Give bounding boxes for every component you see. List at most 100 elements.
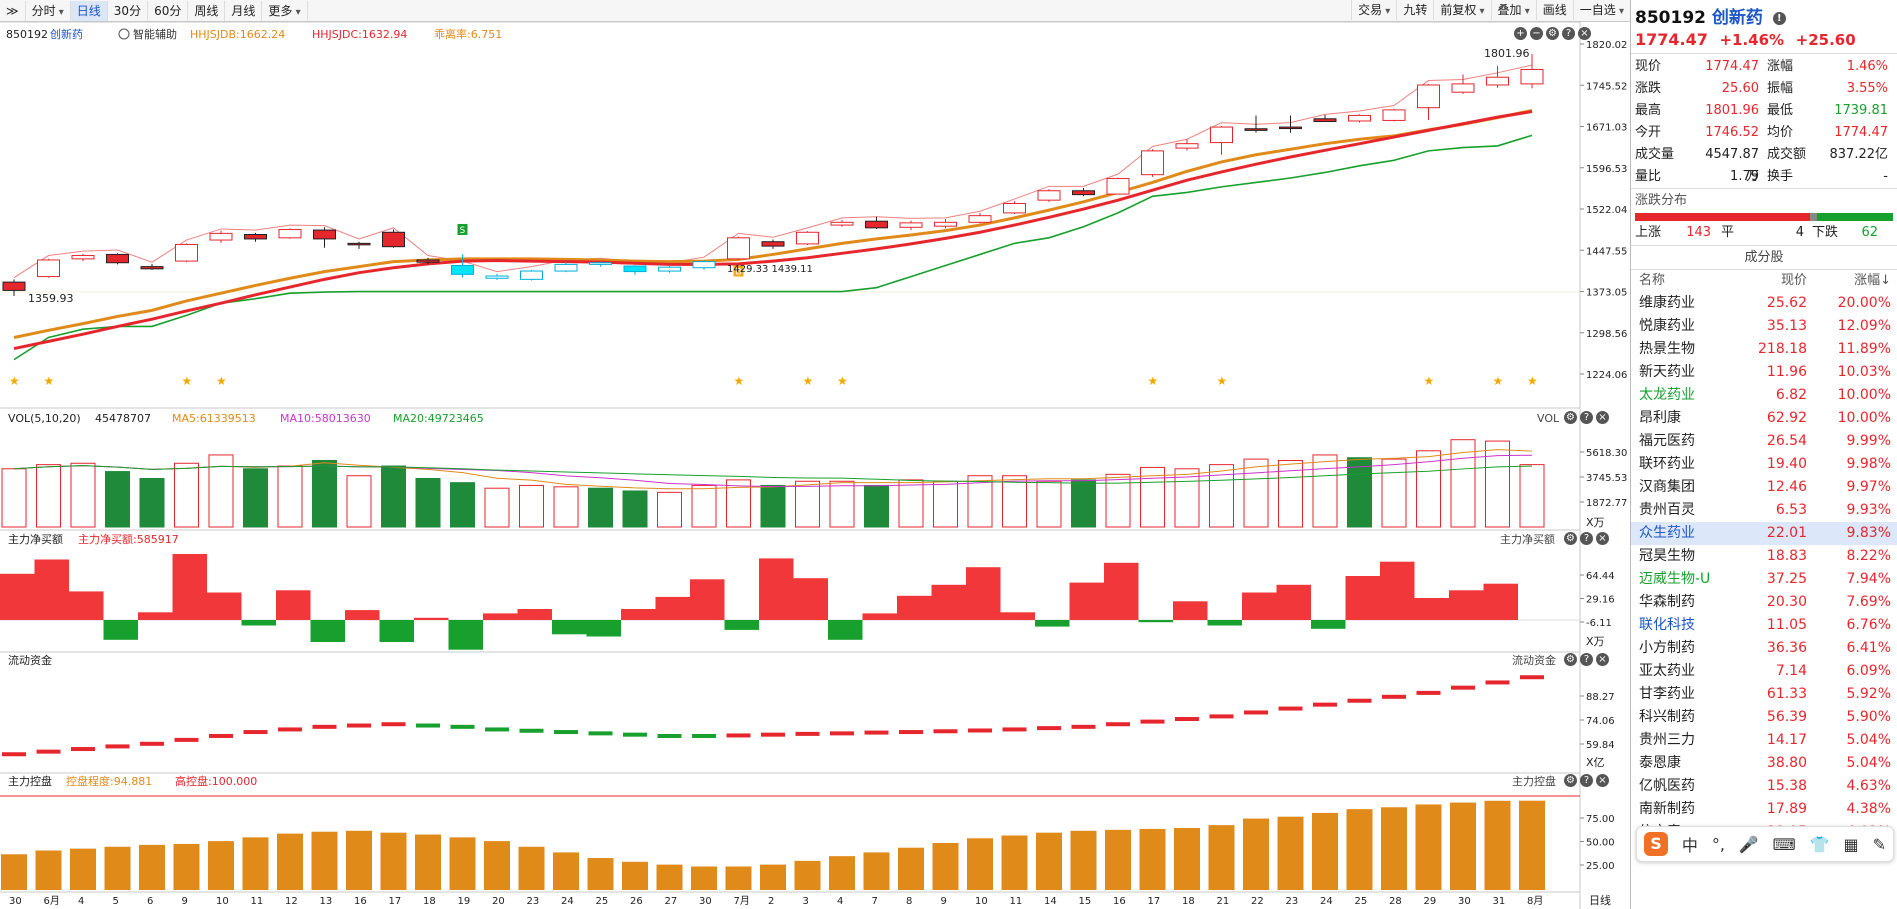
jiuzhuan-button[interactable]: 九转: [1396, 0, 1433, 20]
stock-name: 小方制药: [1639, 640, 1695, 656]
flow-bar: [1449, 590, 1484, 620]
ctrl-bar: [898, 847, 924, 890]
vol-settings-icon[interactable]: ⚙: [1564, 411, 1577, 424]
candle: [140, 263, 164, 270]
sort-icon[interactable]: ↓: [1880, 273, 1891, 288]
candle-body: [278, 229, 302, 239]
stock-row[interactable]: 热景生物 218.18 11.89%: [1631, 338, 1897, 361]
ime-chinese-toggle[interactable]: 中: [1681, 836, 1698, 855]
ime-skin-icon[interactable]: 👕: [1809, 834, 1830, 854]
stock-row[interactable]: 悦康药业 35.13 12.09%: [1631, 315, 1897, 338]
vol-close-icon[interactable]: ×: [1596, 411, 1609, 424]
ime-toolbox-icon[interactable]: ▦: [1843, 834, 1859, 854]
stock-row[interactable]: 泰恩康 38.80 5.04%: [1631, 752, 1897, 775]
high-label: 1801.96: [1484, 47, 1530, 60]
y-tick-label: 59.84: [1586, 740, 1615, 751]
stock-row[interactable]: 众生药业 22.01 9.83%: [1631, 522, 1897, 545]
stock-row[interactable]: 联化科技 11.05 6.76%: [1631, 614, 1897, 637]
overlay-button[interactable]: 叠加: [1490, 0, 1536, 20]
volume-bar: [1105, 473, 1131, 528]
stock-row[interactable]: 亚太药业 7.14 6.09%: [1631, 660, 1897, 683]
stock-row[interactable]: 昂利康 62.92 10.00%: [1631, 407, 1897, 430]
settings-icon[interactable]: ⚙: [1546, 27, 1559, 40]
ctrl-settings-icon[interactable]: ⚙: [1564, 774, 1577, 787]
zoom-in-icon[interactable]: +: [1514, 27, 1527, 40]
close-icon[interactable]: ×: [1578, 27, 1591, 40]
ctrl-close-icon[interactable]: ×: [1596, 774, 1609, 787]
volume-bar: [1140, 466, 1165, 528]
ime-pen-icon[interactable]: ✎: [1872, 834, 1886, 854]
assist-label[interactable]: 智能辅助: [133, 27, 177, 41]
stock-row[interactable]: 汉商集团 12.46 9.97%: [1631, 476, 1897, 499]
volume-bar: [588, 487, 613, 528]
y-tick-label: 88.27: [1586, 692, 1615, 703]
ctrl-bar: [242, 837, 269, 890]
stock-row[interactable]: 贵州三力 14.17 5.04%: [1631, 729, 1897, 752]
ime-keyboard-icon[interactable]: ⌨: [1772, 834, 1796, 854]
flow-settings-icon[interactable]: ⚙: [1564, 532, 1577, 545]
ime-voice-icon[interactable]: 🎤: [1738, 834, 1759, 854]
tab-daily[interactable]: 日线: [70, 0, 108, 21]
tab-60min[interactable]: 60分: [148, 0, 189, 21]
stock-row[interactable]: 冠昊生物 18.83 8.22%: [1631, 545, 1897, 568]
x-tick-label: 23: [527, 896, 540, 907]
candle: [1244, 115, 1268, 133]
zoom-out-icon[interactable]: −: [1530, 27, 1543, 40]
trade-button[interactable]: 交易: [1351, 0, 1396, 20]
ime-punct-icon[interactable]: °,: [1711, 834, 1725, 854]
stock-row[interactable]: 亿帆医药 15.38 4.63%: [1631, 775, 1897, 798]
stock-row[interactable]: 贵州百灵 6.53 9.93%: [1631, 499, 1897, 522]
vol-help-icon[interactable]: ?: [1580, 411, 1593, 424]
stock-chart[interactable]: BS 850192 创新药 智能辅助 HHJSJDB:1662.24 HHJSJ…: [0, 22, 1630, 909]
flow-bar: [1207, 620, 1242, 626]
liq-settings-icon[interactable]: ⚙: [1564, 653, 1577, 666]
flow-close-icon[interactable]: ×: [1596, 532, 1609, 545]
candle-body: [1417, 84, 1440, 109]
stock-row[interactable]: 迈威生物-U 37.25 7.94%: [1631, 568, 1897, 591]
stock-row[interactable]: 新天药业 11.96 10.03%: [1631, 361, 1897, 384]
liq-bar: [1416, 690, 1441, 695]
buy-marker: [733, 265, 744, 277]
ctrl-right-title: 主力控盘: [1512, 774, 1556, 788]
help-icon[interactable]: ?: [1562, 27, 1575, 40]
stock-row[interactable]: 甘李药业 61.33 5.92%: [1631, 683, 1897, 706]
liq-close-icon[interactable]: ×: [1596, 653, 1609, 666]
x-tick-label: 9: [182, 896, 188, 907]
stock-row[interactable]: 小方制药 36.36 6.41%: [1631, 637, 1897, 660]
ime-logo-icon[interactable]: S: [1643, 832, 1668, 856]
stock-row[interactable]: 福元医药 26.54 9.99%: [1631, 430, 1897, 453]
stock-name: 维康药业: [1639, 295, 1695, 311]
watchlist-button[interactable]: 一自选: [1572, 0, 1630, 20]
stock-row[interactable]: 华森制药 20.30 7.69%: [1631, 591, 1897, 614]
stock-row[interactable]: 太龙药业 6.82 10.00%: [1631, 384, 1897, 407]
stock-row[interactable]: 联环药业 19.40 9.98%: [1631, 453, 1897, 476]
ctrl-bar: [829, 856, 855, 890]
tab-30min[interactable]: 30分: [108, 0, 149, 21]
stock-price: 26.54: [1766, 433, 1807, 449]
col-price[interactable]: 现价: [1780, 273, 1807, 288]
stock-row[interactable]: 维康药业 25.62 20.00%: [1631, 292, 1897, 315]
stock-row[interactable]: 科兴制药 56.39 5.90%: [1631, 706, 1897, 729]
adjust-button[interactable]: 前复权: [1433, 0, 1490, 20]
liq-help-icon[interactable]: ?: [1580, 653, 1593, 666]
info-icon[interactable]: !: [1772, 12, 1786, 25]
draw-button[interactable]: 画线: [1535, 0, 1573, 20]
tab-weekly[interactable]: 周线: [188, 0, 226, 21]
col-name[interactable]: 名称: [1639, 273, 1666, 288]
tab-fenshi[interactable]: 分时: [26, 0, 71, 21]
tab-more[interactable]: 更多: [262, 0, 308, 21]
col-pct[interactable]: 涨幅↓: [1854, 273, 1891, 288]
assist-toggle-icon[interactable]: [118, 28, 130, 40]
star-icon: ★: [1217, 374, 1228, 388]
stock-price: 37.25: [1766, 571, 1807, 587]
candle: [485, 273, 509, 280]
tab-monthly[interactable]: 月线: [225, 0, 263, 21]
candle: [589, 261, 612, 267]
flow-help-icon[interactable]: ?: [1580, 532, 1593, 545]
dist-bar: [1635, 213, 1893, 221]
candle-body: [1072, 190, 1095, 196]
stock-row[interactable]: 南新制药 17.89 4.38%: [1631, 798, 1897, 821]
star-icon: ★: [1424, 374, 1435, 388]
menu-icon[interactable]: ≫: [0, 0, 26, 21]
ctrl-help-icon[interactable]: ?: [1580, 774, 1593, 787]
